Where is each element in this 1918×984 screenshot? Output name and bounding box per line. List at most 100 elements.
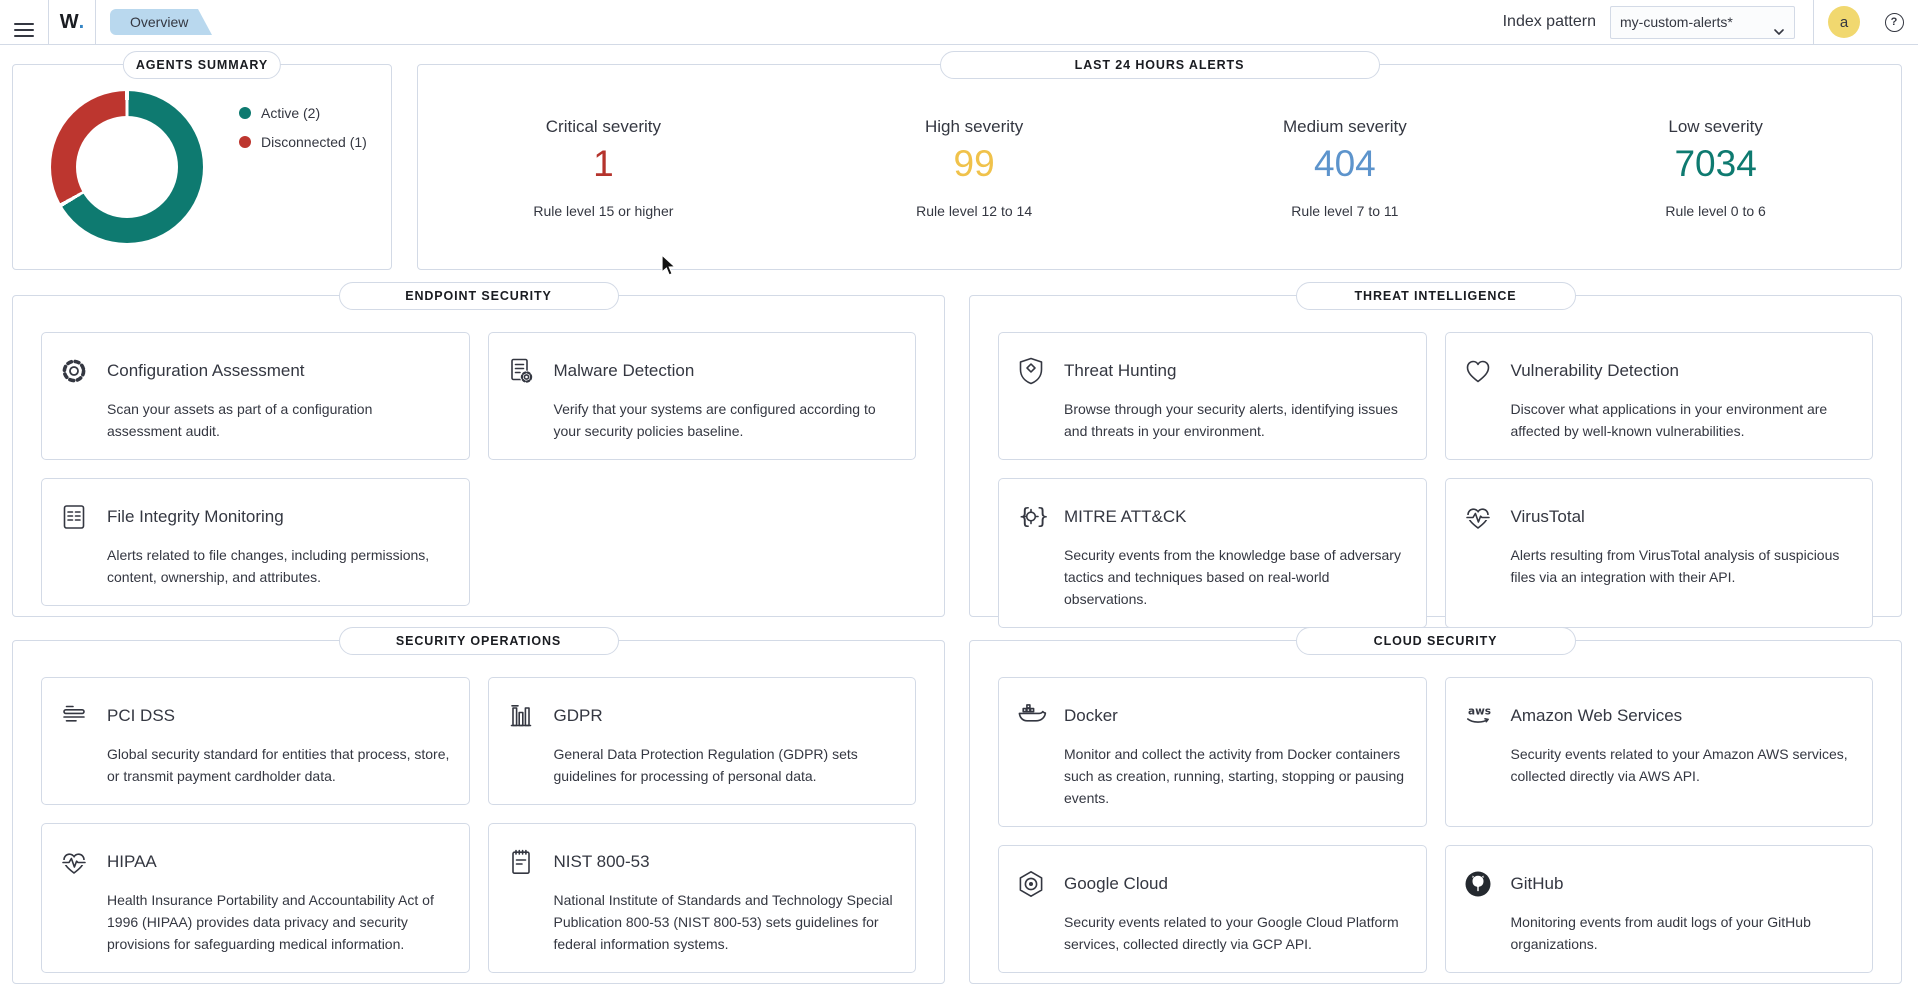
alert-rule-level: Rule level 7 to 11 <box>1291 202 1399 219</box>
section-title: THREAT INTELLIGENCE <box>1295 282 1576 310</box>
card-amazon-web-services[interactable]: aws Amazon Web Services Security events re… <box>1444 677 1873 827</box>
legend-label: Disconnected (1) <box>261 134 367 150</box>
section-threat-intelligence: THREAT INTELLIGENCE Threat Hunting Browse … <box>969 282 1902 628</box>
cards-grid: Configuration Assessment Scan your assets… <box>41 332 916 606</box>
card-title: Malware Detection <box>553 361 695 380</box>
alerts-panel-title: LAST 24 HOURS ALERTS <box>939 51 1380 79</box>
card-vulnerability-detection[interactable]: Vulnerability Detection Discover what app… <box>1444 332 1873 460</box>
card-title: Vulnerability Detection <box>1510 361 1680 380</box>
card-threat-hunting[interactable]: Threat Hunting Browse through your securi… <box>998 332 1427 460</box>
card-header: NIST 800-53 <box>505 846 898 878</box>
avatar[interactable]: a <box>1828 6 1860 38</box>
card-header: Threat Hunting <box>1015 355 1408 387</box>
card-title: MITRE ATT&CK <box>1064 506 1187 526</box>
card-pci-dss[interactable]: PCI DSS Global security standard for enti… <box>41 677 470 805</box>
card-title: Amazon Web Services <box>1510 706 1683 725</box>
card-hipaa[interactable]: HIPAA Health Insurance Portability and Ac… <box>41 822 470 973</box>
dashboard: AGENTS SUMMARY Active (2) Disconnected (1… <box>0 45 1918 984</box>
help-icon: ? <box>1884 12 1904 32</box>
card-description: National Institute of Standards and Tech… <box>553 891 893 952</box>
menu-button[interactable] <box>0 0 48 44</box>
alerts-row: Critical severity 1 Rule level 15 or highe… <box>418 65 1901 219</box>
card-mitre-att-ck[interactable]: {} MITRE ATT&CK Security events from the k… <box>998 477 1427 628</box>
legend-item-disconnected-1[interactable]: Disconnected (1) <box>239 134 367 150</box>
section-title: CLOUD SECURITY <box>1295 627 1576 655</box>
card-description: Alerts related to file changes, includin… <box>107 546 430 585</box>
section-cloud-security: CLOUD SECURITY Docker Monitor and collect … <box>969 627 1902 984</box>
card-malware-detection[interactable]: Malware Detection Verify that your system… <box>487 332 916 460</box>
card-configuration-assessment[interactable]: Configuration Assessment Scan your assets… <box>41 332 470 460</box>
hipaa-icon <box>58 846 90 878</box>
divider <box>1813 0 1814 44</box>
logo-dot: . <box>78 10 85 33</box>
wazuh-logo[interactable]: W. <box>49 11 95 34</box>
index-pattern-select[interactable]: my-custom-alerts* <box>1610 5 1795 39</box>
aws-icon: aws <box>1462 700 1494 732</box>
card-header: HIPAA <box>58 846 451 878</box>
section-title: SECURITY OPERATIONS <box>338 627 619 655</box>
card-title: NIST 800-53 <box>553 851 650 871</box>
card-header: Malware Detection <box>505 355 898 387</box>
card-docker[interactable]: Docker Monitor and collect the activity f… <box>998 677 1427 827</box>
card-nist-800-53[interactable]: NIST 800-53 National Institute of Standar… <box>487 822 916 973</box>
card-header: GDPR <box>505 700 898 732</box>
card-header: File Integrity Monitoring <box>58 501 451 533</box>
legend-item-active-2[interactable]: Active (2) <box>239 105 367 121</box>
section-title: ENDPOINT SECURITY <box>338 282 619 310</box>
alert-metric-high-severity: High severity 99 Rule level 12 to 14 <box>789 117 1160 219</box>
card-header: Google Cloud <box>1015 868 1408 900</box>
card-description: Global security standard for entities th… <box>107 746 450 784</box>
card-header: aws Amazon Web Services <box>1462 700 1855 732</box>
agents-donut-chart <box>51 91 203 243</box>
card-title: Configuration Assessment <box>107 361 305 380</box>
alert-count[interactable]: 99 <box>953 143 995 184</box>
card-virustotal[interactable]: VirusTotal Alerts resulting from VirusTot… <box>1444 477 1873 628</box>
docker-icon <box>1015 700 1047 732</box>
nist-800-53-icon <box>505 846 537 878</box>
agents-summary-panel: AGENTS SUMMARY Active (2) Disconnected (1… <box>12 51 392 270</box>
card-description: General Data Protection Regulation (GDPR… <box>553 746 858 784</box>
card-title: GDPR <box>553 706 603 725</box>
configuration-assessment-icon <box>58 355 90 387</box>
card-github[interactable]: GitHub Monitoring events from audit logs … <box>1444 844 1873 973</box>
card-header: PCI DSS <box>58 700 451 732</box>
google-cloud-icon <box>1015 868 1047 900</box>
card-header: GitHub <box>1462 868 1855 900</box>
section-security-operations: SECURITY OPERATIONS PCI DSS Global securit… <box>12 627 945 984</box>
card-gdpr[interactable]: GDPR General Data Protection Regulation (… <box>487 677 916 805</box>
alert-label: Critical severity <box>545 117 661 136</box>
card-file-integrity-monitoring[interactable]: File Integrity Monitoring Alerts related … <box>41 477 470 606</box>
card-title: VirusTotal <box>1510 506 1585 526</box>
card-google-cloud[interactable]: Google Cloud Security events related to y… <box>998 844 1427 973</box>
agents-legend: Active (2) Disconnected (1) <box>239 105 367 150</box>
cards-grid: PCI DSS Global security standard for enti… <box>41 677 916 973</box>
alert-label: Medium severity <box>1282 117 1407 136</box>
card-header: Docker <box>1015 700 1408 732</box>
gdpr-icon <box>505 700 537 732</box>
card-header: Vulnerability Detection <box>1462 355 1855 387</box>
tab-overview[interactable]: Overview <box>110 9 213 35</box>
alert-count[interactable]: 1 <box>593 143 614 184</box>
mitre-attack-icon: {} <box>1015 501 1047 533</box>
index-pattern-value: my-custom-alerts* <box>1620 14 1733 30</box>
card-description: Discover what applications in your envir… <box>1510 401 1828 439</box>
card-description: Scan your assets as part of a configurat… <box>107 401 373 439</box>
alert-rule-level: Rule level 0 to 6 <box>1665 202 1766 219</box>
logo-text: W <box>59 10 79 33</box>
card-header: {} MITRE ATT&CK <box>1015 501 1408 533</box>
alert-count[interactable]: 404 <box>1314 143 1376 184</box>
svg-text:}: } <box>1036 504 1047 528</box>
virustotal-icon <box>1462 501 1494 533</box>
card-description: Alerts resulting from VirusTotal analysi… <box>1510 546 1840 585</box>
vulnerability-detection-icon <box>1462 355 1494 387</box>
card-description: Monitoring events from audit logs of you… <box>1510 913 1811 952</box>
top-bar: W. Overview Index pattern my-custom-aler… <box>0 0 1918 45</box>
alert-count[interactable]: 7034 <box>1674 143 1757 184</box>
hamburger-icon <box>14 14 34 37</box>
card-header: Configuration Assessment <box>58 355 451 387</box>
help-button[interactable]: ? <box>1874 12 1914 32</box>
alert-metric-low-severity: Low severity 7034 Rule level 0 to 6 <box>1530 117 1901 219</box>
section-endpoint-security: ENDPOINT SECURITY Configuration Assessmen… <box>12 282 945 617</box>
malware-detection-icon <box>505 355 537 387</box>
alert-metric-medium-severity: Medium severity 404 Rule level 7 to 11 <box>1160 117 1531 219</box>
